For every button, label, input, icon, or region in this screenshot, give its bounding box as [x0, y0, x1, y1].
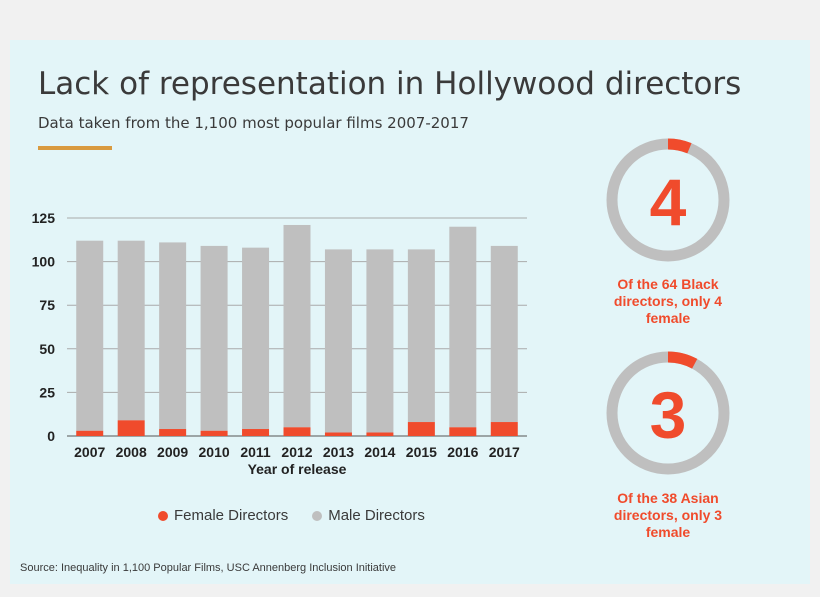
x-tick-label: 2014	[364, 444, 395, 460]
bar-male	[324, 249, 352, 433]
bar-male	[159, 242, 187, 430]
chart-legend: Female Directors Male Directors	[158, 507, 425, 524]
bar-male	[490, 245, 518, 423]
bar-female	[449, 427, 477, 436]
bar-female	[366, 432, 394, 436]
bar-male	[117, 240, 145, 421]
accent-rule	[38, 146, 112, 150]
stat-number: 3	[650, 378, 687, 452]
x-tick-label: 2009	[157, 444, 188, 460]
y-tick-label: 125	[32, 210, 56, 226]
x-tick-label: 2011	[240, 444, 271, 460]
page-title: Lack of representation in Hollywood dire…	[38, 66, 742, 102]
bar-chart: 0 25 50 75 100 125 2007 2008 2009 2010 2011 2012 201…	[32, 210, 527, 477]
x-tick-label: 2012	[281, 444, 312, 460]
stat-caption-black: Of the 64 Black directors, only 4 female	[613, 276, 723, 326]
bar-female	[407, 422, 435, 436]
bar-female	[117, 420, 145, 436]
donut-segment	[606, 138, 730, 262]
x-tick-label: 2017	[489, 444, 520, 460]
donut-stats: 43	[606, 138, 730, 475]
bar-female	[159, 429, 187, 436]
y-tick-label: 0	[47, 428, 55, 444]
legend-label-female: Female Directors	[174, 507, 289, 524]
bar-female	[283, 427, 311, 436]
y-tick-label: 75	[39, 297, 55, 313]
bar-male	[366, 249, 394, 433]
x-tick-label: 2010	[199, 444, 230, 460]
legend-swatch-male	[312, 510, 323, 521]
legend-label-male: Male Directors	[328, 507, 425, 524]
bar-female	[200, 430, 228, 436]
bar-female	[490, 422, 518, 436]
stat-number: 4	[650, 165, 687, 239]
bar-male	[200, 245, 228, 431]
bar-female	[76, 430, 104, 436]
y-tick-label: 25	[39, 384, 55, 400]
y-tick-label: 100	[32, 254, 56, 270]
bar-female	[324, 432, 352, 436]
bar-male	[407, 249, 435, 423]
bar-male	[283, 224, 311, 428]
legend-swatch-female	[158, 510, 168, 521]
bar-male	[76, 240, 104, 431]
x-tick-label: 2008	[116, 444, 147, 460]
legend-item-male: Male Directors	[312, 507, 425, 524]
source-note: Source: Inequality in 1,100 Popular Film…	[20, 562, 397, 574]
x-axis-label: Year of release	[248, 461, 347, 477]
bar-male	[449, 226, 477, 428]
x-tick-label: 2016	[447, 444, 478, 460]
page-subtitle: Data taken from the 1,100 most popular f…	[38, 114, 469, 132]
stat-caption-asian: Of the 38 Asian directors, only 3 female	[613, 490, 723, 540]
y-tick-label: 50	[39, 341, 55, 357]
donut-segment	[606, 351, 730, 475]
bar-female	[242, 429, 270, 436]
legend-item-female: Female Directors	[158, 507, 288, 524]
x-tick-label: 2015	[406, 444, 437, 460]
infographic-card: Lack of representation in Hollywood dire…	[10, 40, 810, 584]
x-tick-label: 2013	[323, 444, 354, 460]
bar-male	[242, 247, 270, 430]
x-tick-label: 2007	[74, 444, 105, 460]
